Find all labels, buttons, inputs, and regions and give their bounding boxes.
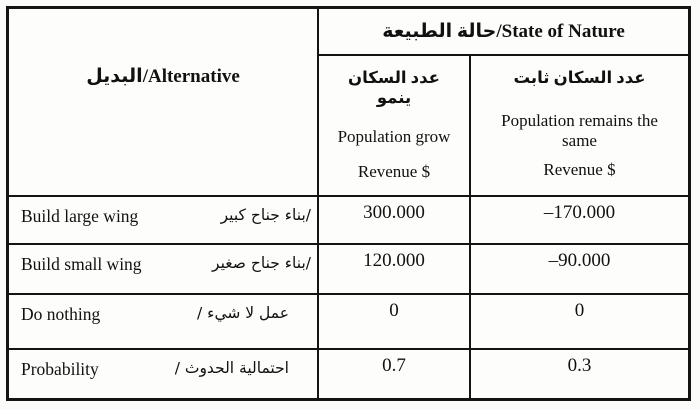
probability-english: Probability bbox=[21, 359, 99, 379]
population-same-arabic-label: عدد السكان ثابت bbox=[513, 68, 646, 87]
population-same-revenue-label: Revenue $ bbox=[543, 160, 616, 179]
payoff-value: 0 bbox=[574, 300, 585, 321]
population-grow-english-label: Population grow bbox=[337, 127, 451, 146]
probability-value: 0.3 bbox=[567, 355, 592, 376]
payoff-value: –170.000 bbox=[543, 202, 616, 223]
build-small-wing-arabic: بناء جناح صغير/ bbox=[212, 254, 311, 272]
row-label-do-nothing: Do nothing / عمل لا شيء bbox=[9, 295, 319, 350]
value-small-wing-grow: 120.000 bbox=[319, 245, 471, 295]
row-label-probability: Probability / احتمالية الحدوث bbox=[9, 350, 319, 398]
state-of-nature-header-cell: حالة الطبيعة/State of Nature bbox=[319, 9, 688, 56]
payoff-value: 120.000 bbox=[363, 250, 425, 271]
alternative-header-label: البديل/Alternative bbox=[86, 66, 240, 87]
value-large-wing-same: –170.000 bbox=[471, 197, 688, 245]
value-probability-grow: 0.7 bbox=[319, 350, 471, 398]
value-probability-same: 0.3 bbox=[471, 350, 688, 398]
do-nothing-english: Do nothing bbox=[21, 304, 101, 324]
build-large-wing-arabic: بناء جناح كبير/ bbox=[220, 206, 311, 224]
column-header-population-same: عدد السكان ثابت Population remains the s… bbox=[471, 56, 688, 197]
value-small-wing-same: –90.000 bbox=[471, 245, 688, 295]
alternative-header-cell: البديل/Alternative bbox=[9, 9, 319, 197]
do-nothing-arabic: / عمل لا شيء bbox=[197, 304, 289, 322]
payoff-value: 0 bbox=[389, 300, 399, 321]
payoff-value: 300.000 bbox=[363, 202, 425, 223]
payoff-table: البديل/Alternative حالة الطبيعة/State of… bbox=[6, 6, 691, 401]
decision-table-grid: البديل/Alternative حالة الطبيعة/State of… bbox=[6, 6, 691, 401]
probability-arabic: / احتمالية الحدوث bbox=[174, 359, 289, 377]
value-do-nothing-grow: 0 bbox=[319, 295, 471, 350]
state-of-nature-label: حالة الطبيعة/State of Nature bbox=[382, 21, 625, 42]
value-large-wing-grow: 300.000 bbox=[319, 197, 471, 245]
population-grow-revenue-label: Revenue $ bbox=[357, 162, 431, 181]
population-same-english-label: Population remains the same bbox=[501, 111, 658, 150]
row-label-build-small-wing: Build small wing بناء جناح صغير/ bbox=[9, 245, 319, 295]
row-label-build-large-wing: Build large wing بناء جناح كبير/ bbox=[9, 197, 319, 245]
column-header-population-grow: عدد السكان ينمو Population grow Revenue … bbox=[319, 56, 471, 197]
population-grow-arabic-label: عدد السكان ينمو bbox=[348, 68, 440, 107]
value-do-nothing-same: 0 bbox=[471, 295, 688, 350]
probability-value: 0.7 bbox=[382, 355, 406, 376]
payoff-value: –90.000 bbox=[548, 250, 611, 271]
build-large-wing-english: Build large wing bbox=[21, 206, 139, 226]
build-small-wing-english: Build small wing bbox=[21, 254, 142, 274]
